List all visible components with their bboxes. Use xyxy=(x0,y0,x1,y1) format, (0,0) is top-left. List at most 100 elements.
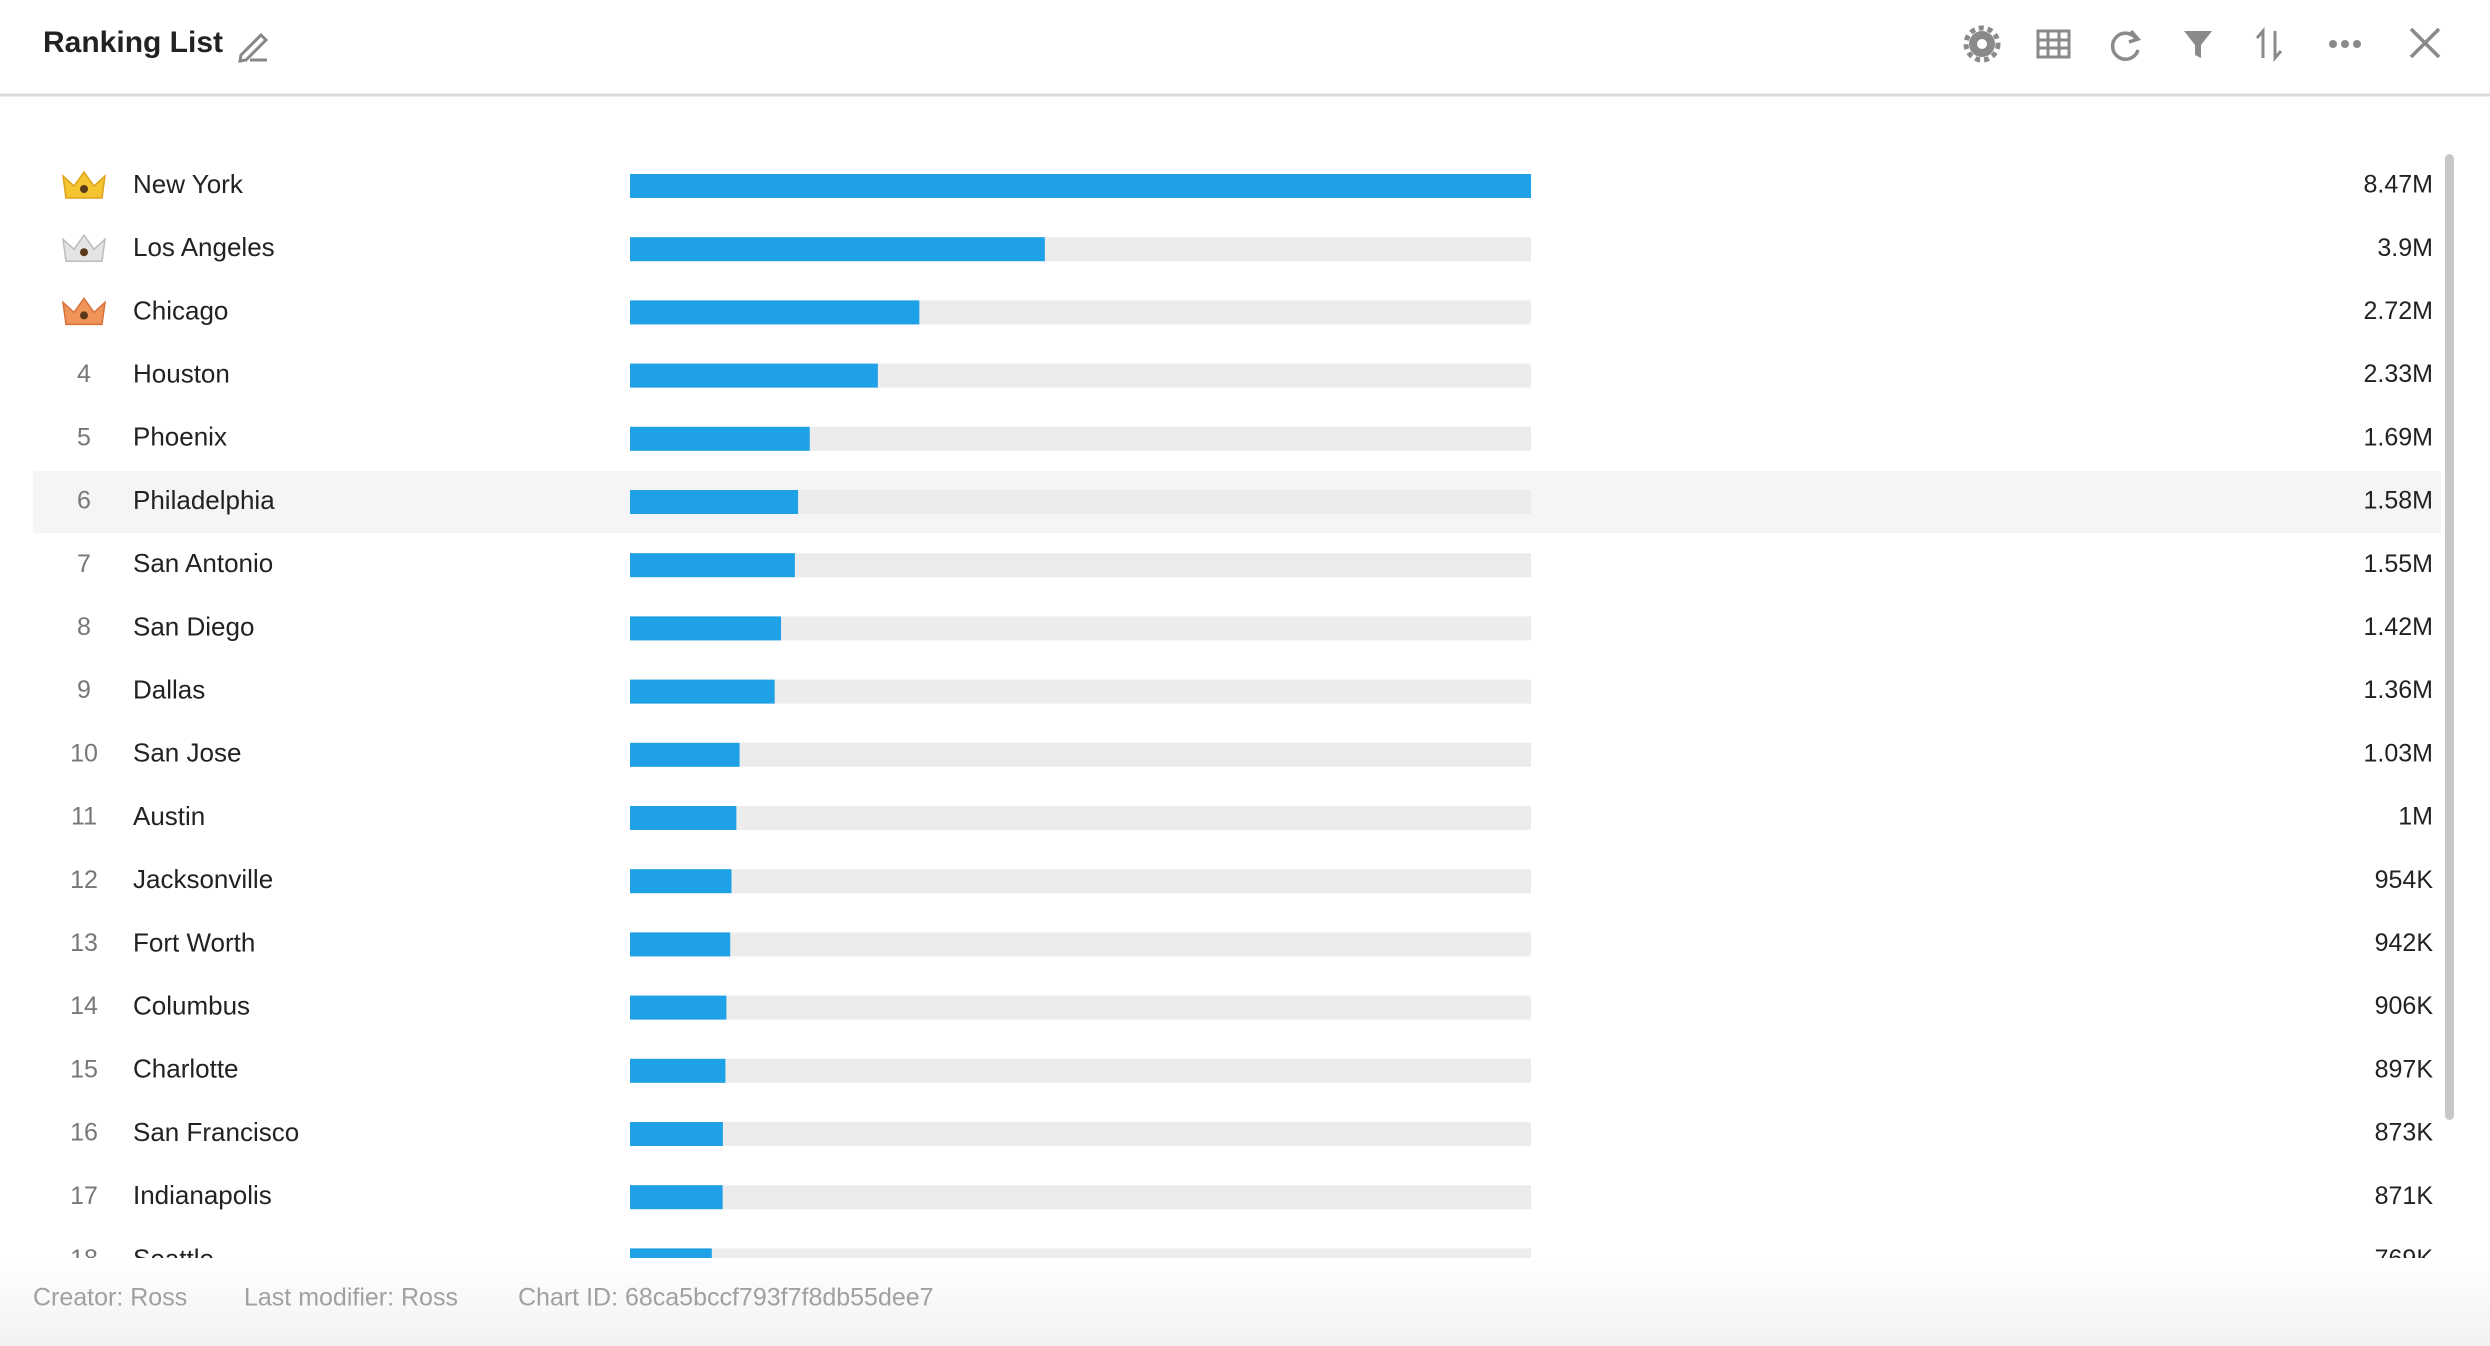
bar-track xyxy=(630,995,1531,1020)
bar xyxy=(630,1058,726,1083)
value-label: 871K xyxy=(2375,1182,2434,1210)
value-label: 1.58M xyxy=(2364,487,2433,515)
city-name: Los Angeles xyxy=(133,232,275,262)
city-name: Charlotte xyxy=(133,1054,239,1084)
city-name: Philadelphia xyxy=(133,485,275,515)
bar xyxy=(630,1185,723,1210)
sort-icon[interactable] xyxy=(2255,26,2283,63)
value-label: 3.9M xyxy=(2377,234,2433,262)
bar-track xyxy=(630,1122,1531,1146)
bar xyxy=(630,616,782,641)
rank-number: 9 xyxy=(77,676,91,704)
value-label: 8.47M xyxy=(2364,171,2433,199)
bar xyxy=(630,742,740,767)
crown-star xyxy=(80,311,88,320)
value-label: 954K xyxy=(2375,866,2434,894)
creator: Creator: Ross xyxy=(33,1284,187,1312)
value-label: 942K xyxy=(2375,929,2434,957)
crown-star xyxy=(80,248,88,257)
rank-number: 13 xyxy=(70,929,98,957)
city-name: Seattle xyxy=(133,1243,214,1273)
settings-icon[interactable] xyxy=(1963,25,2001,63)
value-label: 897K xyxy=(2375,1055,2434,1083)
bar xyxy=(630,1122,723,1146)
bar xyxy=(630,679,775,704)
city-name: Phoenix xyxy=(133,422,227,452)
rank-number: 16 xyxy=(70,1119,98,1147)
value-label: 1.03M xyxy=(2364,739,2433,767)
rank-number: 10 xyxy=(70,739,98,767)
rank-number: 8 xyxy=(77,613,91,641)
rank-number: 14 xyxy=(70,992,98,1020)
crown-star xyxy=(80,185,88,193)
ranking-list: New York 8.47M Los Angeles 3.9M Chicago 2.72M… xyxy=(33,169,2441,1273)
city-name: Dallas xyxy=(133,674,205,704)
bar xyxy=(630,363,878,388)
bar-track xyxy=(630,932,1531,957)
bar-track xyxy=(630,679,1531,704)
rank-number: 18 xyxy=(70,1245,98,1273)
bar xyxy=(630,806,737,830)
edit-icon[interactable] xyxy=(238,32,269,63)
bar xyxy=(630,426,810,451)
city-name: San Antonio xyxy=(133,548,273,578)
value-label: 906K xyxy=(2375,992,2434,1020)
value-label: 769K xyxy=(2375,1245,2434,1273)
rank-number: 6 xyxy=(77,487,91,515)
bar-track xyxy=(630,1185,1531,1210)
city-name: San Francisco xyxy=(133,1117,299,1147)
city-name: San Jose xyxy=(133,738,241,768)
bar xyxy=(630,1248,712,1258)
header-bar xyxy=(0,0,2490,95)
filter-icon[interactable] xyxy=(2184,31,2212,58)
rank-number: 4 xyxy=(77,360,91,388)
bar-track xyxy=(630,1248,1531,1258)
city-name: Jacksonville xyxy=(133,864,273,894)
bar xyxy=(630,300,920,325)
city-name: Fort Worth xyxy=(133,927,255,957)
table-icon[interactable] xyxy=(2036,29,2071,59)
city-name: Austin xyxy=(133,801,205,831)
rank-number: 11 xyxy=(71,803,97,831)
rank-number: 5 xyxy=(77,423,91,451)
value-label: 2.33M xyxy=(2364,360,2433,388)
city-name: Indianapolis xyxy=(133,1180,272,1210)
rank-crown xyxy=(61,297,107,326)
close-icon[interactable] xyxy=(2409,27,2441,59)
city-name: Columbus xyxy=(133,990,250,1020)
last-modifier: Last modifier: Ross xyxy=(244,1284,458,1312)
footer xyxy=(0,1258,2490,1346)
bar xyxy=(630,490,799,514)
rank-number: 7 xyxy=(77,550,91,578)
rank-crown xyxy=(61,170,107,199)
bar-track xyxy=(630,806,1531,830)
bar xyxy=(630,237,1045,262)
city-name: Houston xyxy=(133,358,230,388)
panel-title: Ranking List xyxy=(43,26,223,59)
bar xyxy=(630,995,727,1020)
bar-track xyxy=(630,869,1531,894)
value-label: 1M xyxy=(2398,803,2433,831)
bar-track xyxy=(630,1058,1531,1083)
value-label: 1.69M xyxy=(2364,423,2433,451)
value-label: 2.72M xyxy=(2364,297,2433,325)
rank-number: 17 xyxy=(70,1182,98,1210)
value-label: 873K xyxy=(2375,1119,2434,1147)
more-icon[interactable] xyxy=(2329,40,2361,48)
bar-track xyxy=(630,742,1531,767)
city-name: Chicago xyxy=(133,295,228,325)
city-name: New York xyxy=(133,169,244,199)
value-label: 1.36M xyxy=(2364,676,2433,704)
refresh-icon[interactable] xyxy=(2110,29,2142,61)
chart-id: Chart ID: 68ca5bccf793f7f8db55dee7 xyxy=(518,1284,934,1312)
rank-crown xyxy=(61,233,107,262)
bar xyxy=(630,869,732,894)
bar xyxy=(630,932,731,957)
value-label: 1.55M xyxy=(2364,550,2433,578)
city-name: San Diego xyxy=(133,611,254,641)
scrollbar[interactable] xyxy=(2445,154,2454,1120)
bar xyxy=(630,174,1531,198)
bar xyxy=(630,553,795,578)
